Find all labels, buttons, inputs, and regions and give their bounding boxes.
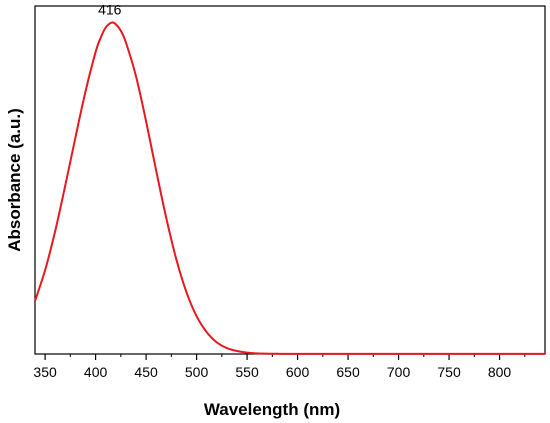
peak-annotation: 416 <box>98 2 122 18</box>
x-tick-label: 700 <box>387 364 411 380</box>
plot-frame <box>34 5 546 355</box>
x-tick-label: 400 <box>84 364 108 380</box>
x-axis: 350 400 450 500 550 600 650 700 750 800 <box>33 354 526 380</box>
y-axis-title: Absorbance (a.u.) <box>5 108 24 252</box>
x-tick-label: 500 <box>185 364 209 380</box>
absorbance-curve <box>34 21 545 355</box>
x-tick-label: 750 <box>437 364 461 380</box>
x-tick-label: 550 <box>235 364 259 380</box>
x-tick-label: 600 <box>286 364 310 380</box>
x-axis-title: Wavelength (nm) <box>204 400 340 419</box>
x-tick-label: 800 <box>488 364 512 380</box>
x-tick-label: 350 <box>33 364 57 380</box>
x-tick-label: 450 <box>134 364 158 380</box>
x-tick-label: 650 <box>336 364 360 380</box>
